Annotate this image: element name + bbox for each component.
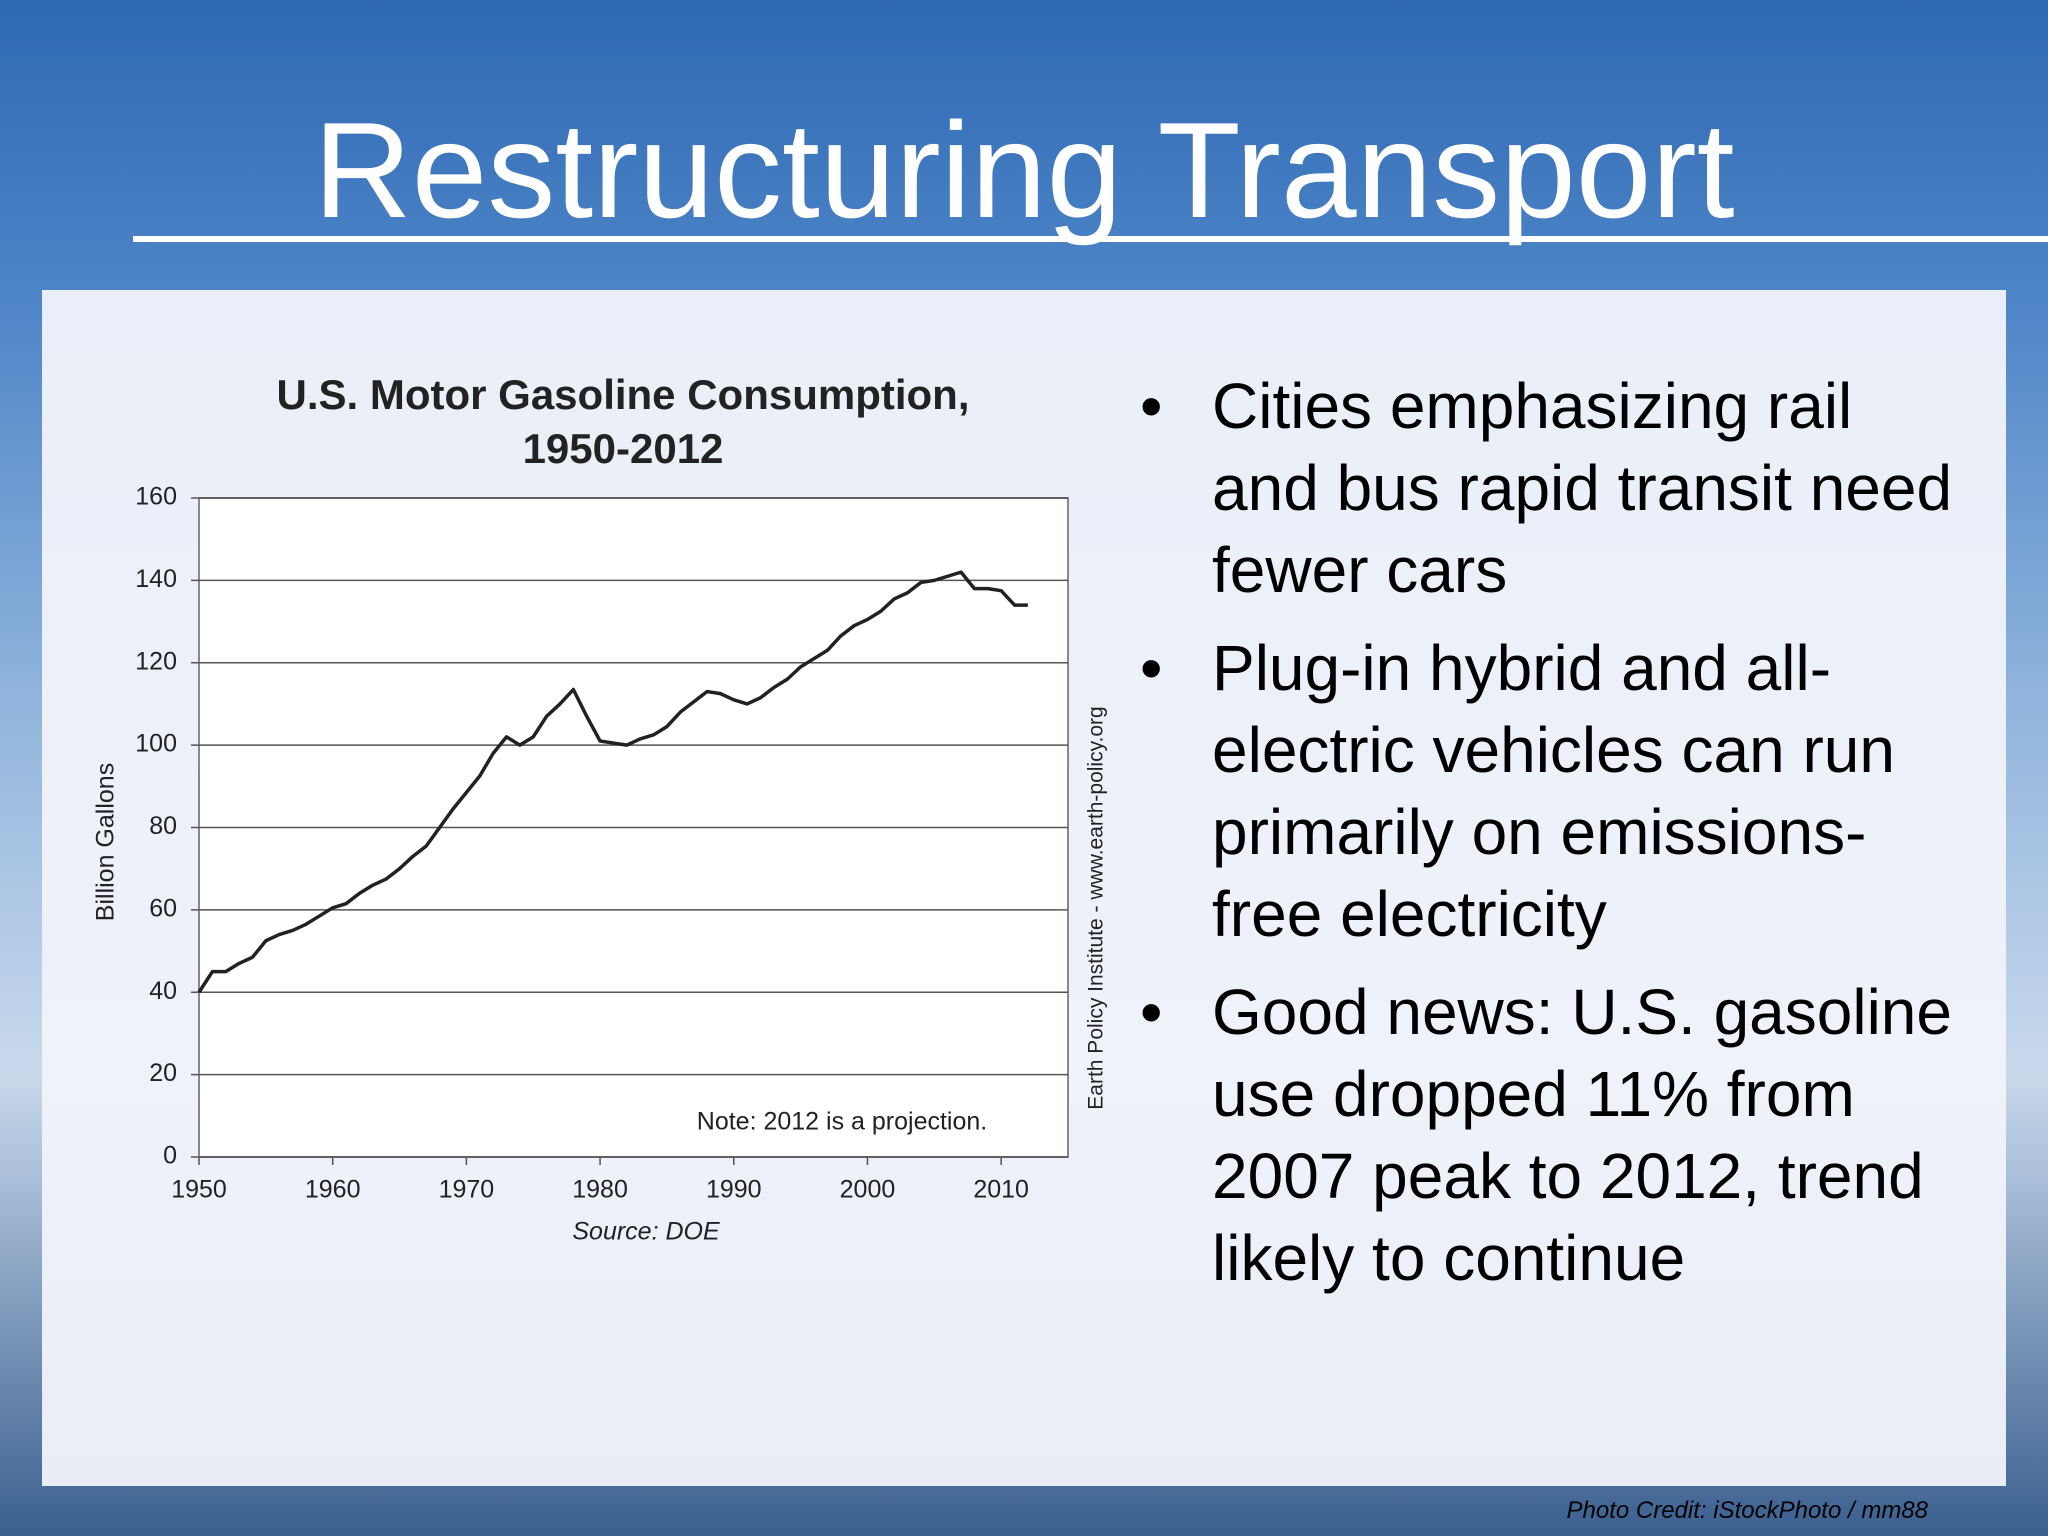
bullet: Plug-in hybrid and all-electric vehicles… (1140, 627, 1970, 955)
x-tick-label: 1990 (706, 1176, 762, 1204)
x-tick-label: 1980 (572, 1176, 628, 1204)
chart-title: U.S. Motor Gasoline Consumption, 1950-201… (277, 371, 970, 472)
bullet-list: Cities emphasizing rail and bus rapid tr… (1140, 365, 1970, 1315)
side-label: Earth Policy Institute - www.earth-polic… (1085, 706, 1108, 1109)
y-tick-label: 100 (135, 730, 177, 758)
data-line (197, 570, 1028, 994)
slide-title: Restructuring Transport (313, 94, 1735, 246)
y-tick-label: 80 (149, 812, 177, 840)
bullet: Cities emphasizing rail and bus rapid tr… (1140, 365, 1970, 611)
chart-source: Source: DOE (572, 1218, 720, 1246)
y-tick-label: 40 (149, 977, 177, 1005)
title-rule (133, 236, 2048, 242)
y-tick-label: 0 (163, 1142, 177, 1170)
chart-note: Note: 2012 is a projection. (697, 1108, 987, 1136)
x-tick-label: 1960 (305, 1176, 361, 1204)
x-tick-label: 1970 (439, 1176, 495, 1204)
y-axis-label: Billion Gallons (92, 763, 120, 921)
x-tick-label: 2010 (973, 1176, 1029, 1204)
y-tick-label: 160 (135, 483, 177, 511)
bullet: Good news: U.S. gasoline use dropped 11%… (1140, 971, 1970, 1299)
y-tick-label: 20 (149, 1059, 177, 1087)
y-tick-label: 60 (149, 894, 177, 922)
x-tick-label: 2000 (840, 1176, 896, 1204)
photo-credit: Photo Credit: iStockPhoto / mm88 (1566, 1497, 1929, 1524)
y-tick-label: 140 (135, 565, 177, 593)
y-tick-label: 120 (135, 647, 177, 675)
x-tick-label: 1950 (171, 1176, 227, 1204)
